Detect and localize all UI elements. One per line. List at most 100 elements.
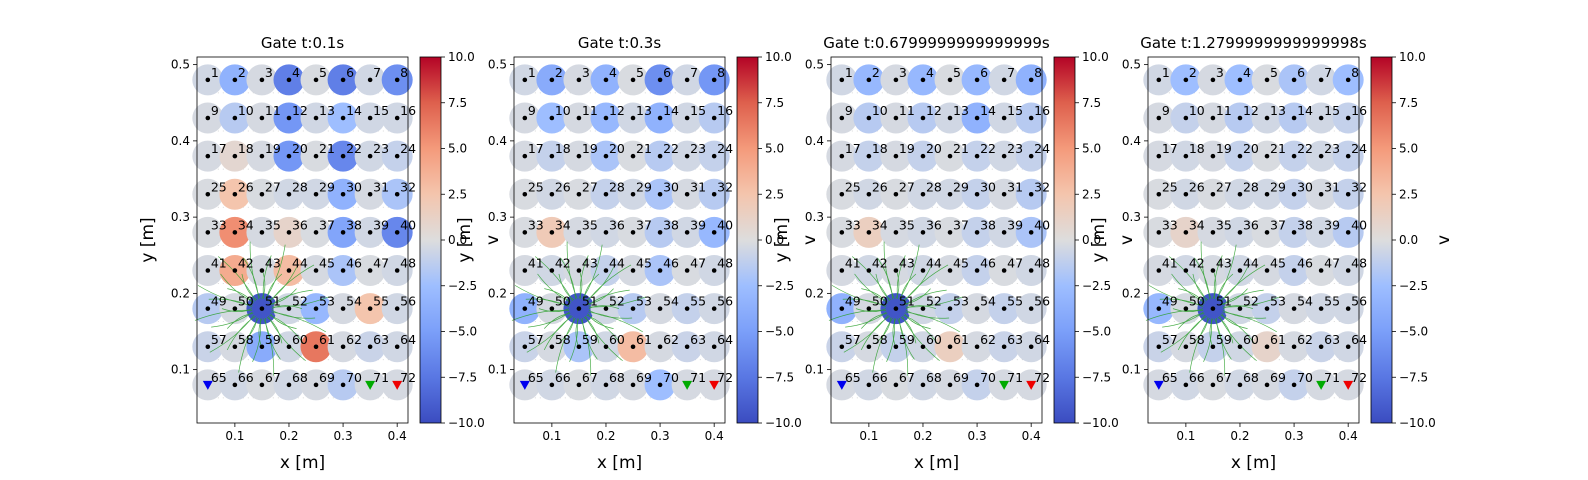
electrode-label: 71 xyxy=(373,370,389,385)
y-tick-label: 0.4 xyxy=(805,134,824,148)
electrode-label: 38 xyxy=(980,217,996,232)
field-line xyxy=(588,289,630,306)
field-line xyxy=(585,267,614,302)
electrode-label: 15 xyxy=(690,103,706,118)
field-line xyxy=(544,288,571,304)
electrode-label: 2 xyxy=(1189,65,1197,80)
x-axis-label: x [m] xyxy=(280,453,325,473)
electrode-dot xyxy=(313,230,319,235)
electrode-dot xyxy=(1028,344,1034,350)
electrode-dot xyxy=(205,306,211,311)
panel-title: Gate t:0.3s xyxy=(578,34,661,52)
electrode-label: 39 xyxy=(690,217,706,232)
electrode-dot xyxy=(603,382,609,388)
electrode-label: 63 xyxy=(690,332,706,347)
electrode-label: 36 xyxy=(292,217,308,232)
field-line xyxy=(558,317,575,344)
y-tick-label: 0.2 xyxy=(1122,286,1141,300)
y-tick-label: 0.2 xyxy=(805,286,824,300)
electrode-dot xyxy=(313,115,319,121)
electrode-dot xyxy=(603,153,609,159)
electrode-label: 70 xyxy=(980,370,996,385)
field-line xyxy=(586,314,621,344)
field-line xyxy=(263,318,275,376)
electrode-label: 23 xyxy=(373,141,389,156)
y-tick-label: 0.1 xyxy=(171,363,190,377)
electrode-dot xyxy=(340,382,346,388)
electrode-label: 44 xyxy=(292,256,308,271)
electrode-label: 25 xyxy=(211,179,227,194)
electrode-label: 31 xyxy=(1324,179,1340,194)
electrode-dot xyxy=(367,344,373,350)
electrode-label: 7 xyxy=(373,65,381,80)
electrode-label: 71 xyxy=(690,370,706,385)
field-line xyxy=(1220,314,1255,344)
electrode-label: 5 xyxy=(319,65,327,80)
electrode-label: 67 xyxy=(1216,370,1232,385)
electrode-label: 54 xyxy=(663,294,679,309)
electrode-label: 12 xyxy=(926,103,942,118)
electrode-label: 19 xyxy=(582,141,598,156)
electrode-dot xyxy=(630,306,636,311)
field-line xyxy=(843,314,889,353)
electrode-dot xyxy=(920,153,926,159)
electrode-label: 52 xyxy=(609,294,625,309)
y-tick-label: 0.3 xyxy=(171,210,190,224)
electrode-dot xyxy=(549,77,555,83)
field-line xyxy=(1220,264,1266,303)
electrode-dot xyxy=(313,191,319,197)
field-line xyxy=(854,273,889,303)
electrode-dot xyxy=(286,77,292,83)
electrode-label: 47 xyxy=(690,256,706,271)
electrode-label: 42 xyxy=(872,256,888,271)
x-axis-label: x [m] xyxy=(597,453,642,473)
electrode-label: 27 xyxy=(1216,179,1232,194)
electrode-dot xyxy=(232,153,238,159)
electrode-triangle xyxy=(1343,380,1354,390)
electrode-dot xyxy=(1318,77,1324,83)
electrode-dot xyxy=(1183,306,1189,311)
electrode-label: 49 xyxy=(528,294,544,309)
electrode-label: 22 xyxy=(980,141,996,156)
electrode-label: 14 xyxy=(346,103,362,118)
electrode-dot xyxy=(684,344,690,350)
electrode-dot xyxy=(1291,268,1297,273)
electrode-label: 11 xyxy=(899,103,915,118)
electrode-label: 36 xyxy=(609,217,625,232)
field-line xyxy=(241,273,258,301)
electrode-dot xyxy=(340,344,346,350)
field-line xyxy=(1219,267,1248,302)
electrode-dot xyxy=(286,382,292,388)
electrode-triangle xyxy=(202,380,213,390)
electrode-dot xyxy=(1264,230,1270,235)
electrode-label: 8 xyxy=(1351,65,1359,80)
electrode-label: 33 xyxy=(528,217,544,232)
electrode-label: 22 xyxy=(346,141,362,156)
field-line xyxy=(1177,315,1207,351)
field-line xyxy=(271,310,316,319)
electrode-dot xyxy=(1183,382,1189,388)
electrode-dot xyxy=(974,115,980,121)
electrode-label: 30 xyxy=(1297,179,1313,194)
colorbar-tick-label: 10.0 xyxy=(765,50,792,64)
electrode-dot xyxy=(522,344,528,350)
electrode-dot xyxy=(313,306,319,311)
field-line xyxy=(903,314,938,344)
electrode-dot xyxy=(576,230,582,235)
electrode-label: 58 xyxy=(238,332,254,347)
electrode-dot xyxy=(839,115,845,121)
electrode-dot xyxy=(1183,268,1189,273)
electrode-label: 14 xyxy=(663,103,679,118)
field-line xyxy=(1203,318,1212,362)
electrode-dot xyxy=(1264,268,1270,273)
electrode-dot xyxy=(1156,344,1162,350)
field-line xyxy=(560,257,576,300)
electrode-dot xyxy=(1210,115,1216,121)
electrode-label: 11 xyxy=(265,103,281,118)
electrode-dot xyxy=(974,191,980,197)
electrode-dot xyxy=(1237,77,1243,83)
electrode-dot xyxy=(947,268,953,273)
electrode-label: 26 xyxy=(238,179,254,194)
electrode-dot xyxy=(394,268,400,273)
